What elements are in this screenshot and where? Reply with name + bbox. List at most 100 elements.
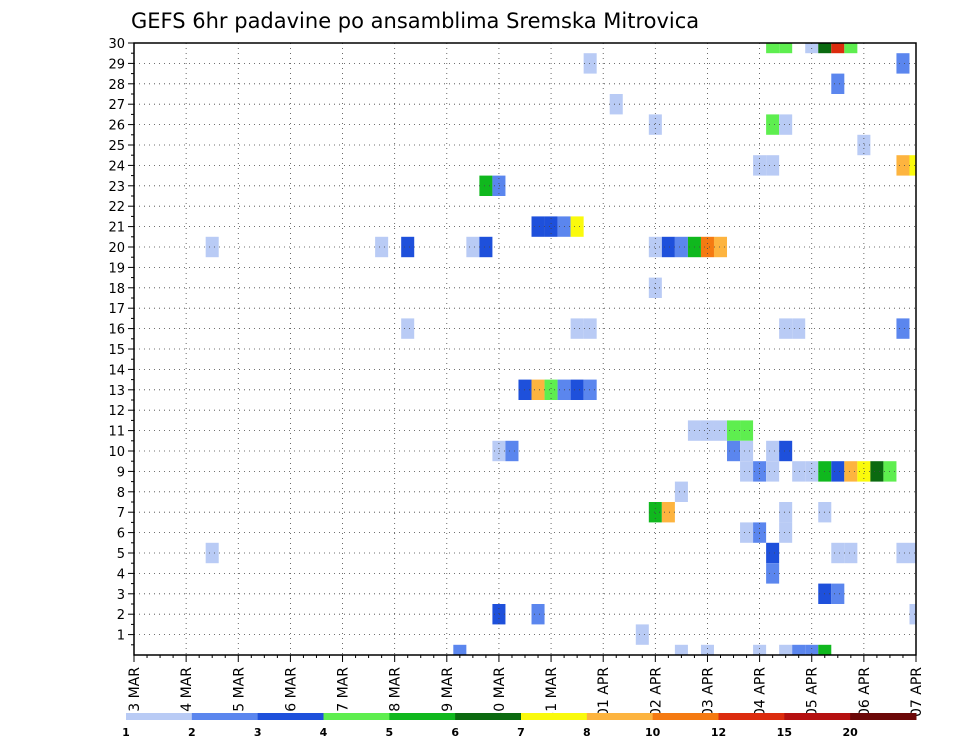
- heatmap-cell: [570, 216, 584, 237]
- heatmap-cell: [505, 440, 519, 462]
- x-axis-ticks: 23 MAR 24 MAR 25 MAR 26 MAR 27 MAR 28 MAR 29 M…: [127, 655, 925, 721]
- heatmap-cell: [766, 461, 780, 482]
- heatmap-cell: [740, 420, 754, 441]
- y-tick-label: 7: [117, 506, 125, 521]
- x-tick-label: 07 APR: [909, 667, 925, 717]
- legend-swatch: [850, 713, 917, 720]
- heatmap-cell: [857, 134, 871, 156]
- heatmap-cell: [531, 379, 545, 400]
- heatmap-cell: [661, 236, 675, 258]
- x-tick-label: 31 MAR: [544, 667, 560, 721]
- heatmap-cell: [766, 440, 780, 462]
- heatmap-cell: [792, 644, 806, 655]
- heatmap-cell: [779, 114, 793, 135]
- y-tick-label: 11: [108, 425, 125, 440]
- heatmap-cell: [805, 644, 819, 655]
- y-tick-label: 16: [108, 323, 125, 338]
- heatmap-cell: [583, 379, 597, 400]
- heatmap-cell: [831, 461, 845, 482]
- y-tick-label: 27: [108, 98, 125, 113]
- legend-swatch: [784, 713, 851, 720]
- heatmap-cell: [740, 522, 754, 543]
- heatmap-cell: [713, 420, 728, 441]
- heatmap-cell: [401, 318, 415, 339]
- heatmap-cell: [479, 236, 493, 258]
- y-tick-label: 29: [108, 57, 125, 72]
- y-tick-label: 3: [117, 588, 125, 603]
- heatmap-cell: [831, 583, 845, 604]
- heatmap-cell: [570, 379, 584, 400]
- y-tick-label: 14: [108, 363, 125, 378]
- heatmap-cell: [766, 563, 780, 584]
- heatmap-cell: [453, 644, 467, 655]
- heatmap-cell: [713, 236, 728, 258]
- heatmap-cell: [583, 318, 597, 339]
- heatmap-cell: [896, 542, 910, 564]
- y-tick-label: 22: [108, 200, 125, 215]
- legend-swatch: [389, 713, 456, 720]
- heatmap-cell: [766, 114, 780, 135]
- legend-swatch: [586, 713, 654, 720]
- legend-label: 12: [711, 726, 726, 739]
- color-scale-legend: 1 2 3 4 5 6 7 8 10 12 15 20: [122, 713, 917, 739]
- y-tick-label: 19: [108, 261, 125, 276]
- heatmap-cell: [818, 43, 832, 54]
- heatmap-cell: [740, 461, 754, 482]
- legend-label: 3: [254, 726, 262, 739]
- heatmap-cell: [909, 604, 916, 625]
- x-tick-label: 30 MAR: [492, 667, 508, 721]
- x-tick-label: 01 APR: [596, 667, 612, 717]
- heatmap-cell: [648, 236, 662, 258]
- heatmap-cell: [766, 542, 780, 564]
- legend-swatch: [652, 713, 719, 720]
- legend-swatch: [323, 713, 390, 720]
- y-tick-label: 20: [108, 241, 125, 256]
- y-tick-label: 9: [117, 465, 125, 480]
- heatmap-cell: [544, 379, 558, 400]
- heatmap-cell: [674, 236, 688, 258]
- y-tick-label: 21: [108, 221, 125, 236]
- x-tick-label: 02 APR: [648, 667, 664, 717]
- x-tick-label: 29 MAR: [440, 667, 456, 721]
- heatmap-cell: [466, 236, 480, 258]
- heatmap-cell: [727, 420, 741, 441]
- heatmap-cell: [857, 461, 871, 482]
- heatmap-cell: [792, 318, 806, 339]
- legend-label: 6: [451, 726, 459, 739]
- y-tick-label: 17: [108, 302, 125, 317]
- heatmap-cell: [583, 53, 597, 74]
- heatmap-cell: [205, 236, 219, 258]
- heatmap-cell: [648, 277, 662, 298]
- y-tick-label: 8: [117, 486, 125, 501]
- y-tick-label: 24: [108, 159, 125, 174]
- heatmap-cell: [674, 644, 688, 655]
- x-tick-label: 03 APR: [700, 667, 716, 717]
- x-tick-label: 28 MAR: [388, 667, 404, 721]
- heatmap-cell: [648, 502, 662, 523]
- heatmap-cell: [896, 53, 910, 74]
- x-tick-label: 24 MAR: [179, 667, 195, 721]
- x-tick-label: 06 APR: [857, 667, 873, 717]
- heatmap-cell: [779, 502, 793, 523]
- heatmap-cell: [844, 461, 858, 482]
- plot-frame: [133, 42, 917, 656]
- heatmap-cell: [531, 604, 545, 625]
- y-tick-label: 10: [108, 445, 125, 460]
- legend-label: 7: [517, 726, 525, 739]
- legend-label: 2: [188, 726, 196, 739]
- y-tick-label: 12: [108, 404, 125, 419]
- heatmap-cell: [844, 43, 858, 54]
- heatmap-cell: [792, 461, 806, 482]
- heatmap-cell: [700, 236, 714, 258]
- heatmap-cell: [740, 440, 754, 462]
- heatmap-cell: [831, 542, 845, 564]
- y-tick-label: 1: [117, 629, 125, 644]
- heatmap-cells: [205, 43, 916, 655]
- legend-swatch: [257, 713, 324, 720]
- x-tick-label: 04 APR: [753, 667, 769, 717]
- heatmap-cell: [766, 155, 780, 176]
- legend-swatch: [191, 713, 259, 720]
- legend-swatch: [521, 713, 588, 720]
- y-tick-label: 25: [108, 139, 125, 154]
